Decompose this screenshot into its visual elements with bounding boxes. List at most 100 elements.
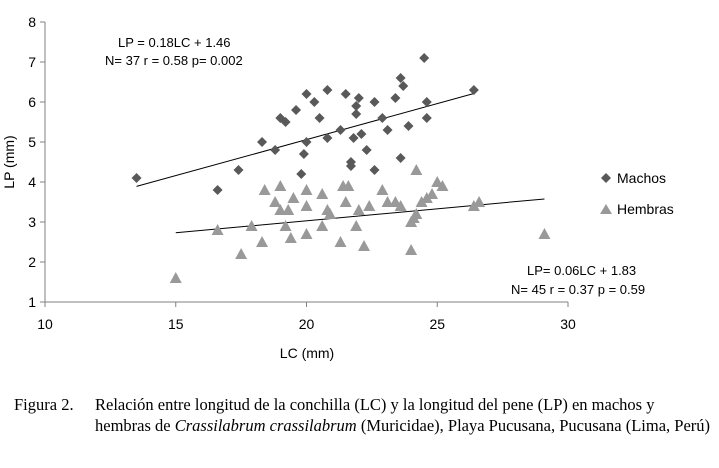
point-machos — [322, 85, 333, 95]
point-machos — [377, 113, 388, 123]
point-machos — [270, 145, 281, 155]
point-hembras — [211, 224, 224, 235]
y-tick-label: 3 — [28, 214, 36, 230]
point-machos — [421, 97, 432, 107]
x-tick-label: 30 — [560, 316, 576, 332]
point-hembras — [300, 184, 313, 195]
point-machos — [403, 121, 414, 131]
point-machos — [309, 97, 320, 107]
caption-text-before: Relación entre longitud de la conchilla … — [95, 395, 655, 435]
point-machos — [351, 109, 362, 119]
point-machos — [335, 125, 346, 135]
x-tick-label: 10 — [37, 316, 53, 332]
point-hembras — [284, 232, 297, 243]
point-machos — [419, 53, 430, 63]
point-hembras — [334, 236, 347, 247]
point-machos — [468, 85, 479, 95]
point-hembras — [300, 200, 313, 211]
point-machos — [257, 137, 268, 147]
point-machos — [314, 113, 325, 123]
y-axis-label: LP (mm) — [1, 135, 17, 188]
point-machos — [395, 73, 406, 83]
point-hembras — [473, 196, 486, 207]
point-machos — [322, 133, 333, 143]
point-hembras — [405, 244, 418, 255]
point-hembras — [256, 236, 269, 247]
y-tick-label: 2 — [28, 254, 36, 270]
point-hembras — [324, 208, 337, 219]
point-machos — [351, 101, 362, 111]
point-hembras — [279, 220, 292, 231]
x-tick-label: 20 — [299, 316, 315, 332]
y-tick-label: 5 — [28, 134, 36, 150]
point-hembras — [287, 192, 300, 203]
point-machos — [345, 157, 356, 167]
point-hembras — [342, 180, 355, 191]
point-hembras — [415, 196, 428, 207]
point-machos — [390, 93, 401, 103]
point-hembras — [269, 196, 282, 207]
point-hembras — [300, 228, 313, 239]
point-hembras — [169, 272, 182, 283]
point-machos — [340, 89, 351, 99]
plot-area: 1 2 3 4 5 6 7 8 10 15 20 25 30 — [28, 14, 576, 332]
point-hembras — [258, 184, 271, 195]
point-hembras — [381, 196, 394, 207]
point-machos — [301, 89, 312, 99]
caption-label: Figura 2. — [14, 395, 74, 414]
legend-machos-label: Machos — [617, 170, 666, 186]
point-machos — [131, 173, 142, 183]
point-hembras — [339, 196, 352, 207]
point-hembras — [436, 180, 449, 191]
point-hembras — [538, 228, 551, 239]
caption-text-after: (Muricidae), Playa Pucusana, Pucusana (L… — [356, 416, 711, 435]
point-machos — [291, 105, 302, 115]
point-machos — [398, 81, 409, 91]
point-machos — [356, 129, 367, 139]
point-machos — [361, 145, 372, 155]
caption-text: Relación entre longitud de la conchilla … — [95, 394, 714, 436]
point-machos — [212, 185, 223, 195]
point-hembras — [426, 188, 439, 199]
point-hembras — [274, 204, 287, 215]
y-tick-label: 1 — [28, 294, 36, 310]
point-machos — [233, 165, 244, 175]
point-machos — [369, 97, 380, 107]
machos-equation: LP = 0.18LC + 1.46 — [118, 35, 231, 50]
point-machos — [369, 165, 380, 175]
point-machos — [348, 133, 359, 143]
machos-stats: N= 37 r = 0.58 p= 0.002 — [105, 53, 243, 68]
point-hembras — [376, 184, 389, 195]
y-tick-label: 6 — [28, 94, 36, 110]
point-hembras — [467, 200, 480, 211]
x-axis-label: LC (mm) — [280, 345, 334, 361]
point-hembras — [358, 240, 371, 251]
hembras-stats: N= 45 r = 0.37 p = 0.59 — [511, 282, 645, 297]
point-machos — [353, 93, 364, 103]
point-hembras — [394, 200, 407, 211]
y-tick-label: 7 — [28, 54, 36, 70]
legend: Machos Hembras — [600, 170, 674, 217]
point-hembras — [420, 192, 433, 203]
point-machos — [280, 117, 291, 127]
point-hembras — [316, 188, 329, 199]
point-hembras — [282, 204, 295, 215]
point-hembras — [352, 204, 365, 215]
point-hembras — [245, 220, 258, 231]
caption-species: Crassilabrum crassilabrum — [174, 416, 357, 435]
point-machos — [395, 153, 406, 163]
point-hembras — [274, 180, 287, 191]
point-hembras — [410, 164, 423, 175]
x-tick-label: 25 — [429, 316, 445, 332]
scatter-chart: 1 2 3 4 5 6 7 8 10 15 20 25 30 LP (mm) LC (mm) LP = … — [1, 14, 674, 361]
hembras-equation: LP= 0.06LC + 1.83 — [527, 263, 636, 278]
point-machos — [298, 149, 309, 159]
point-hembras — [407, 212, 420, 223]
point-machos — [421, 113, 432, 123]
legend-machos-marker — [601, 173, 611, 183]
y-tick-label: 4 — [28, 174, 36, 190]
point-machos — [382, 125, 393, 135]
point-hembras — [316, 220, 329, 231]
point-hembras — [363, 200, 376, 211]
legend-hembras-label: Hembras — [617, 201, 674, 217]
